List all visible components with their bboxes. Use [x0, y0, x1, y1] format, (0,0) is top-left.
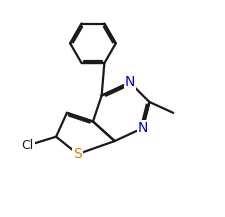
- Text: N: N: [138, 121, 148, 135]
- Text: Cl: Cl: [22, 139, 34, 152]
- Text: N: N: [125, 76, 135, 89]
- Text: S: S: [73, 147, 82, 161]
